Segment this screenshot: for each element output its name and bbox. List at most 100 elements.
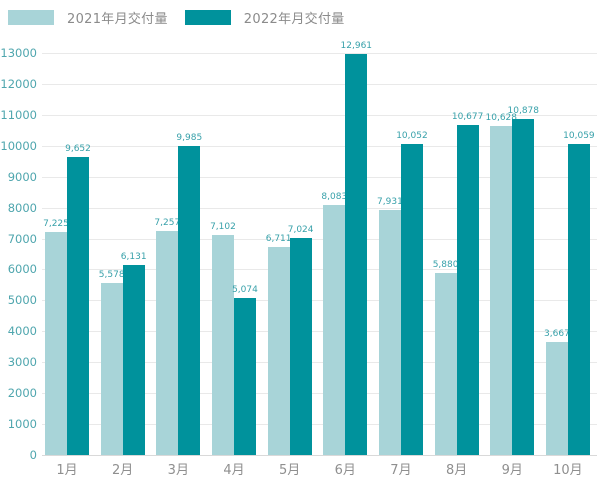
bar-group-10月: 3,667 10,059 <box>544 131 595 455</box>
bar-2022-4月: 5,074 <box>232 285 258 455</box>
x-axis-tick-label: 7月 <box>390 463 412 478</box>
y-axis: 0 1000 2000 3000 4000 5000 6000 7000 8000 9000 100… <box>0 46 37 462</box>
bar-value-label: 9,985 <box>176 133 203 143</box>
x-axis-line <box>42 455 597 456</box>
y-axis-tick-label: 3000 <box>7 355 37 370</box>
bar-2022-9月: 10,878 <box>508 106 539 455</box>
gridline <box>42 83 597 85</box>
gridline <box>42 176 597 178</box>
bar-group-5月: 6,711 7,024 <box>266 225 314 455</box>
bar-2021-10月: 3,667 <box>544 329 570 455</box>
bar-group-3月: 7,257 9,985 <box>154 133 202 455</box>
bar-value-label: 12,961 <box>340 41 373 51</box>
x-axis-tick-label: 8月 <box>445 463 468 478</box>
bar-value-label: 10,052 <box>396 131 428 141</box>
bar-2022-6月: 12,961 <box>341 41 372 455</box>
bar-2022-5月: 7,024 <box>288 225 314 455</box>
y-axis-tick-label: 11000 <box>0 107 37 122</box>
bar-2021-7月: 7,931 <box>377 197 403 455</box>
legend-swatch-2021 <box>8 10 54 25</box>
gridline <box>42 300 597 302</box>
gridline <box>42 393 597 395</box>
grid-layer <box>42 53 597 456</box>
gridline <box>42 53 597 54</box>
plot-area: 7,225 9,652 5,578 6,131 7,257 9,985 7,102 5,074… <box>42 41 595 455</box>
bar-value-label: 6,711 <box>265 234 292 244</box>
bar-2021-2月: 5,578 <box>99 270 125 455</box>
bar-2022-1月: 9,652 <box>65 144 91 455</box>
bar-groups-row: 7,225 9,652 5,578 6,131 7,257 9,985 7,102 5,074… <box>42 41 595 455</box>
bar-2022-10月: 10,059 <box>563 131 595 455</box>
legend-item-2021: 2021年月交付量 <box>8 8 168 27</box>
bar-2021-5月: 6,711 <box>266 234 292 455</box>
bar-group-8月: 5,880 10,677 <box>433 112 483 455</box>
y-axis-tick-label: 0 <box>29 448 37 462</box>
y-axis-tick-label: 13000 <box>0 46 37 60</box>
bar-2021-1月: 7,225 <box>43 219 69 455</box>
x-axis-tick-label: 3月 <box>167 463 189 478</box>
x-axis-tick-label: 4月 <box>223 463 245 478</box>
y-axis-tick-label: 6000 <box>7 262 37 277</box>
bar-value-label: 3,667 <box>544 329 570 339</box>
y-axis-tick-label: 7000 <box>7 231 37 246</box>
bar-value-label: 7,024 <box>287 225 314 235</box>
x-axis-tick-label: 10月 <box>553 463 583 478</box>
y-axis-tick-label: 5000 <box>7 293 37 308</box>
bar-2021-3月: 7,257 <box>154 218 180 455</box>
y-axis-tick-label: 8000 <box>7 200 37 215</box>
bar-value-label: 7,931 <box>377 197 403 207</box>
y-axis-tick-label: 2000 <box>7 386 37 401</box>
x-axis-tick-label: 1月 <box>56 463 78 478</box>
gridline <box>42 269 597 271</box>
gridline <box>42 207 597 209</box>
bar-value-label: 8,083 <box>321 192 348 202</box>
bar-2022-7月: 10,052 <box>396 131 428 455</box>
bar-2021-9月: 10,628 <box>486 113 517 455</box>
bar-2021-6月: 8,083 <box>321 192 347 455</box>
bar-value-label: 9,652 <box>65 144 91 154</box>
bar-value-label: 5,578 <box>98 270 125 280</box>
bar-value-label: 10,628 <box>485 113 518 123</box>
x-axis: 1月 2月 3月 4月 5月 6月 7月 8月 9月 10月 <box>42 463 593 478</box>
bar-2022-8月: 10,677 <box>452 112 483 455</box>
bar-value-label: 5,074 <box>232 285 258 295</box>
bar-group-7月: 7,931 10,052 <box>377 131 428 455</box>
bar-value-label: 10,878 <box>507 106 540 116</box>
bar-value-label: 5,880 <box>432 260 459 270</box>
bar-group-9月: 10,628 10,878 <box>486 106 539 455</box>
bar-value-label: 6,131 <box>120 252 147 262</box>
gridline <box>42 424 597 426</box>
x-axis-tick-label: 5月 <box>278 463 301 478</box>
gridline <box>42 238 597 240</box>
bar-2021-4月: 7,102 <box>210 222 236 455</box>
bar-2021-8月: 5,880 <box>433 260 458 455</box>
y-axis-tick-label: 9000 <box>7 169 37 184</box>
x-axis-tick-label: 6月 <box>334 463 356 478</box>
bar-value-label: 7,257 <box>154 218 181 228</box>
y-axis-tick-label: 10000 <box>0 138 37 153</box>
bar-group-1月: 7,225 9,652 <box>43 144 91 455</box>
gridline <box>42 362 597 364</box>
bar-2022-3月: 9,985 <box>176 133 202 455</box>
bar-group-4月: 7,102 5,074 <box>210 222 258 455</box>
legend: 2021年月交付量 2022年月交付量 <box>8 8 345 27</box>
bar-value-label: 7,102 <box>210 222 236 232</box>
x-axis-tick-label: 2月 <box>112 463 134 478</box>
bar-group-2月: 5,578 6,131 <box>99 252 147 455</box>
y-axis-tick-label: 1000 <box>7 417 37 432</box>
bar-value-label: 10,677 <box>451 112 484 122</box>
bar-2022-2月: 6,131 <box>121 252 147 455</box>
gridline <box>42 331 597 333</box>
x-axis-tick-label: 9月 <box>501 463 523 478</box>
y-axis-tick-label: 4000 <box>7 324 37 339</box>
gridline <box>42 114 597 116</box>
legend-item-2022: 2022年月交付量 <box>184 8 345 27</box>
y-axis-tick-label: 12000 <box>0 76 37 91</box>
bar-value-label: 10,059 <box>563 131 595 141</box>
legend-swatch-2022 <box>184 10 231 25</box>
bar-value-label: 7,225 <box>43 219 69 229</box>
legend-label: 2021年月交付量 <box>67 12 168 27</box>
legend-label: 2022年月交付量 <box>243 12 345 27</box>
gridline <box>42 145 597 147</box>
